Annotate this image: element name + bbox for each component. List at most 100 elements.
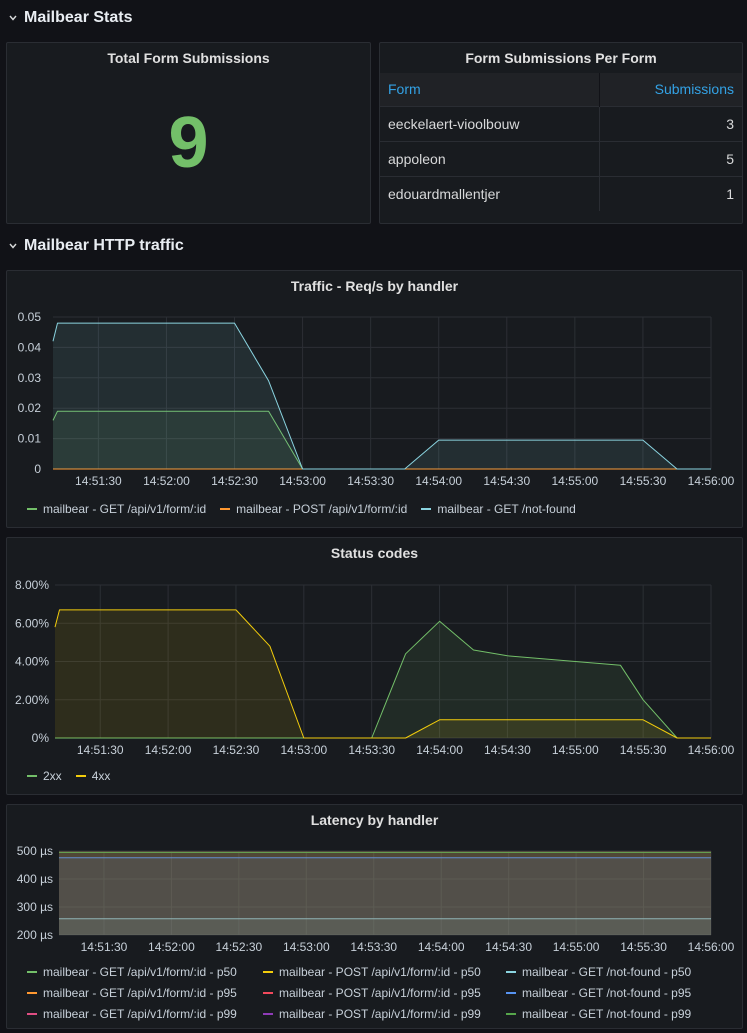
legend-item[interactable]: mailbear - GET /not-found — [421, 502, 576, 516]
chart-legend: mailbear - GET /api/v1/form/:id - p50 mai… — [27, 965, 706, 1021]
legend-swatch — [263, 1013, 273, 1015]
latency-chart[interactable]: 500 µs 400 µs 300 µs 200 µs 14:51:30 14:52:00… — [7, 835, 743, 980]
series-area — [55, 621, 711, 738]
row-title: Mailbear Stats — [24, 9, 133, 26]
legend-swatch — [27, 508, 37, 510]
x-tick-label: 14:51:30 — [77, 743, 124, 757]
row-header-http[interactable]: Mailbear HTTP traffic — [8, 235, 184, 257]
y-tick-label: 500 µs — [17, 844, 53, 858]
legend-item[interactable]: mailbear - GET /not-found - p99 — [506, 1007, 706, 1021]
x-tick-label: 14:54:00 — [416, 743, 463, 757]
x-tick-label: 14:52:00 — [145, 743, 192, 757]
cell-submissions: 3 — [599, 105, 742, 141]
legend-swatch — [421, 508, 432, 510]
y-tick-label: 0 — [34, 462, 41, 476]
x-tick-label: 14:56:00 — [688, 474, 735, 488]
legend-item[interactable]: mailbear - POST /api/v1/form/:id — [220, 502, 407, 516]
x-tick-label: 14:54:30 — [483, 474, 530, 488]
table-row: eeckelaert-vioolbouw 3 — [380, 105, 742, 141]
y-tick-label: 2.00% — [15, 693, 49, 707]
legend-item[interactable]: mailbear - GET /api/v1/form/:id — [27, 502, 206, 516]
y-tick-label: 400 µs — [17, 872, 53, 886]
y-tick-label: 0.02 — [18, 401, 42, 415]
legend-item[interactable]: mailbear - POST /api/v1/form/:id - p95 — [263, 986, 498, 1000]
legend-swatch — [27, 992, 37, 994]
cell-form: appoleon — [380, 140, 600, 176]
legend-item[interactable]: 4xx — [75, 769, 110, 783]
legend-label: mailbear - GET /api/v1/form/:id - p95 — [43, 986, 237, 1000]
legend-label: mailbear - GET /not-found — [437, 502, 576, 516]
total-submissions-panel[interactable]: Total Form Submissions 9 — [6, 42, 371, 224]
x-tick-label: 14:53:30 — [347, 474, 394, 488]
traffic-panel[interactable]: Traffic - Req/s by handler 0.05 0.04 0.03 0… — [6, 270, 743, 528]
row-header-stats[interactable]: Mailbear Stats — [8, 7, 132, 29]
x-tick-label: 14:51:30 — [81, 940, 128, 954]
x-tick-label: 14:55:00 — [552, 743, 599, 757]
latency-panel[interactable]: Latency by handler 500 µs 400 µs 300 µs 200… — [6, 804, 743, 1029]
y-tick-label: 4.00% — [15, 655, 49, 669]
legend-item[interactable]: mailbear - GET /not-found - p50 — [506, 965, 706, 979]
x-tick-label: 14:53:00 — [279, 474, 326, 488]
row-title: Mailbear HTTP traffic — [24, 237, 184, 254]
x-tick-label: 14:52:30 — [213, 743, 260, 757]
cell-submissions: 5 — [599, 140, 742, 176]
table-row: edouardmallentjer 1 — [380, 175, 742, 211]
legend-item[interactable]: 2xx — [27, 769, 62, 783]
legend-swatch — [75, 775, 86, 777]
legend-label: mailbear - POST /api/v1/form/:id - p95 — [279, 986, 481, 1000]
series-area — [59, 852, 711, 935]
cell-form: eeckelaert-vioolbouw — [380, 105, 600, 141]
x-tick-label: 14:53:00 — [280, 743, 327, 757]
legend-swatch — [27, 775, 37, 777]
y-tick-label: 6.00% — [15, 616, 49, 630]
series-line — [52, 322, 711, 470]
column-header-submissions[interactable]: Submissions — [599, 73, 742, 106]
legend-swatch — [263, 971, 273, 973]
submissions-table: Form Submissions eeckelaert-vioolbouw 3 … — [380, 73, 742, 211]
column-header-form[interactable]: Form — [380, 73, 600, 106]
legend-label: mailbear - GET /api/v1/form/:id - p99 — [43, 1007, 237, 1021]
x-tick-label: 14:55:00 — [553, 940, 600, 954]
x-tick-label: 14:54:00 — [415, 474, 462, 488]
legend-label: mailbear - POST /api/v1/form/:id - p50 — [279, 965, 481, 979]
y-tick-label: 0.04 — [18, 340, 42, 354]
x-tick-label: 14:52:30 — [216, 940, 263, 954]
per-form-panel[interactable]: Form Submissions Per Form Form Submissio… — [379, 42, 743, 224]
y-tick-label: 300 µs — [17, 900, 53, 914]
series-area — [53, 323, 711, 469]
x-tick-label: 14:56:00 — [688, 940, 735, 954]
legend-item[interactable]: mailbear - GET /not-found - p95 — [506, 986, 706, 1000]
legend-swatch — [27, 1013, 37, 1015]
x-tick-label: 14:55:30 — [620, 743, 667, 757]
series-area — [59, 857, 711, 935]
cell-submissions: 1 — [599, 175, 742, 211]
y-tick-label: 8.00% — [15, 578, 49, 592]
panel-title: Status codes — [330, 545, 419, 561]
legend-item[interactable]: mailbear - GET /api/v1/form/:id - p99 — [27, 1007, 255, 1021]
legend-item[interactable]: mailbear - GET /api/v1/form/:id - p50 — [27, 965, 255, 979]
panel-title: Traffic - Req/s by handler — [290, 278, 459, 294]
chart-legend: 2xx 4xx — [27, 769, 110, 783]
legend-item[interactable]: mailbear - POST /api/v1/form/:id - p50 — [263, 965, 498, 979]
legend-item[interactable]: mailbear - POST /api/v1/form/:id - p99 — [263, 1007, 498, 1021]
x-tick-label: 14:52:00 — [143, 474, 190, 488]
status-codes-panel[interactable]: Status codes 8.00% 6.00% 4.00% 2.00% 0% 14:51… — [6, 537, 743, 795]
series-line — [54, 609, 711, 739]
x-tick-label: 14:51:30 — [75, 474, 122, 488]
series-area — [59, 852, 711, 935]
legend-swatch — [506, 992, 516, 994]
x-tick-label: 14:53:00 — [283, 940, 330, 954]
series-area — [53, 411, 711, 469]
cell-form: edouardmallentjer — [380, 175, 600, 211]
legend-swatch — [220, 508, 231, 510]
traffic-chart[interactable]: 0.05 0.04 0.03 0.02 0.01 0 14:51:30 14:52:00 14:… — [7, 301, 744, 516]
series-line — [55, 620, 711, 739]
y-tick-label: 0.05 — [18, 310, 42, 324]
legend-item[interactable]: mailbear - GET /api/v1/form/:id - p95 — [27, 986, 255, 1000]
legend-label: mailbear - GET /not-found - p50 — [522, 965, 692, 979]
chevron-down-icon — [8, 241, 18, 251]
stat-value: 9 — [168, 103, 209, 183]
status-codes-chart[interactable]: 8.00% 6.00% 4.00% 2.00% 0% 14:51:30 14:52:00 14… — [7, 568, 744, 768]
legend-label: mailbear - GET /not-found - p99 — [522, 1007, 692, 1021]
legend-swatch — [506, 971, 516, 973]
